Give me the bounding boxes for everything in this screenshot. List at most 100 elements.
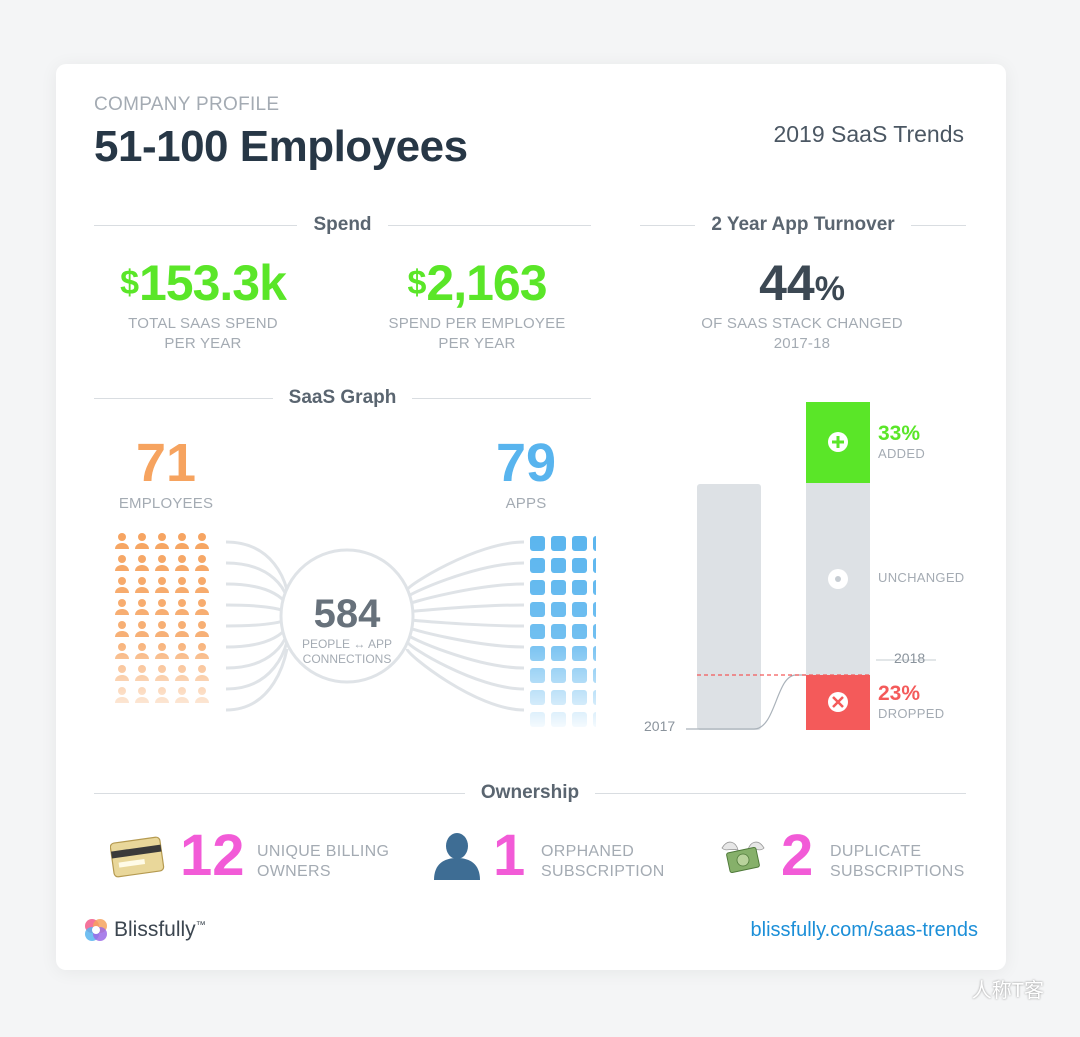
- employee-icon: [175, 533, 189, 549]
- employees-count: 71: [135, 433, 197, 493]
- app-icon: [551, 558, 566, 573]
- app-icon: [530, 690, 545, 705]
- employee-icon: [155, 665, 169, 681]
- employee-icon-grid: [115, 533, 209, 703]
- divider: [94, 397, 273, 399]
- total-spend-caption-2: PER YEAR: [164, 335, 242, 352]
- app-icon: [593, 558, 596, 573]
- app-icon: [530, 624, 545, 639]
- billing-owners-count: 12: [180, 823, 245, 888]
- connection-lines: [225, 540, 525, 712]
- employee-icon: [195, 687, 209, 703]
- employee-icon: [155, 643, 169, 659]
- year-2017-label: 2017: [644, 718, 676, 734]
- neutral-dot-icon: [828, 569, 848, 589]
- connections-label: PEOPLE ↔ APP: [301, 637, 393, 651]
- year-label: 2019 SaaS Trends: [773, 121, 964, 147]
- total-spend-caption: TOTAL SAAS SPEND: [128, 315, 278, 332]
- money-wings-icon: [721, 841, 765, 874]
- connection-line: [405, 640, 525, 691]
- divider: [910, 224, 967, 226]
- spend-section-header: Spend: [94, 214, 591, 236]
- year-2018-label: 2018: [894, 650, 926, 666]
- employee-icon: [155, 687, 169, 703]
- turnover-stat: 44% OF SAAS STACK CHANGED 2017-18: [686, 254, 918, 354]
- connection-line: [405, 561, 525, 599]
- currency-symbol: $: [407, 264, 427, 302]
- eyebrow-label: COMPANY PROFILE: [94, 94, 280, 115]
- ownership-section-header: Ownership: [94, 782, 966, 804]
- connection-line: [405, 618, 525, 628]
- trademark: ™: [195, 920, 206, 931]
- app-icon: [551, 580, 566, 595]
- connection-line: [405, 603, 525, 614]
- connection-line: [225, 582, 289, 606]
- duplicate-label: DUPLICATE SUBSCRIPTIONS: [830, 842, 965, 882]
- app-icon: [551, 668, 566, 683]
- per-employee-caption: SPEND PER EMPLOYEE: [388, 315, 566, 332]
- connection-line: [405, 632, 525, 670]
- divider: [94, 792, 465, 794]
- app-icon: [530, 712, 545, 727]
- unchanged-label: UNCHANGED: [878, 570, 965, 585]
- app-icon: [572, 580, 587, 595]
- duplicate-label-2: SUBSCRIPTIONS: [830, 863, 965, 880]
- employee-icon: [115, 665, 129, 681]
- billing-owners-label-2: OWNERS: [257, 863, 331, 880]
- orphaned-count: 1: [493, 823, 526, 888]
- turnover-section-header: 2 Year App Turnover: [640, 214, 967, 236]
- employee-icon: [135, 687, 149, 703]
- connection-line: [405, 540, 525, 592]
- saas-trends-link[interactable]: blissfully.com/saas-trends: [750, 919, 978, 941]
- connection-line: [225, 648, 289, 712]
- employee-icon: [135, 555, 149, 571]
- divider: [595, 792, 966, 794]
- total-spend-value: 153.3k: [138, 255, 287, 311]
- graph-heading: SaaS Graph: [288, 387, 397, 408]
- app-icon: [551, 690, 566, 705]
- app-icon: [572, 668, 587, 683]
- brand-logo: Blissfully™: [82, 916, 206, 944]
- app-icon: [572, 624, 587, 639]
- app-icon: [593, 580, 596, 595]
- bar-2017: [697, 484, 761, 730]
- dropped-legend: 23% DROPPED: [878, 682, 944, 721]
- turnover-heading: 2 Year App Turnover: [711, 214, 895, 235]
- orphaned-label: ORPHANED SUBSCRIPTION: [541, 842, 665, 882]
- year-connector-line: [686, 674, 806, 730]
- per-employee-caption-2: PER YEAR: [438, 335, 516, 352]
- dropped-label: DROPPED: [878, 706, 945, 721]
- connections-count: 584: [313, 592, 381, 636]
- employees-label: EMPLOYEES: [118, 495, 214, 512]
- profile-card: COMPANY PROFILE 51-100 Employees 2019 Sa…: [56, 64, 1006, 970]
- orphaned-label-1: ORPHANED: [541, 843, 635, 860]
- dropped-pct: 23%: [878, 682, 921, 705]
- employee-icon: [115, 533, 129, 549]
- divider: [94, 224, 298, 226]
- employee-icon: [155, 577, 169, 593]
- employee-icon: [115, 555, 129, 571]
- employee-icon: [175, 687, 189, 703]
- employee-icon: [115, 643, 129, 659]
- employees-stat: 71 EMPLOYEES: [96, 432, 236, 514]
- apps-label: APPS: [505, 495, 547, 512]
- app-icon: [530, 602, 545, 617]
- graph-section-header: SaaS Graph: [94, 387, 591, 409]
- added-label: ADDED: [878, 446, 926, 461]
- employee-icon: [195, 577, 209, 593]
- employee-icon: [115, 687, 129, 703]
- app-icon-grid: [530, 536, 596, 727]
- spend-heading: Spend: [313, 214, 372, 235]
- app-icon: [593, 536, 596, 551]
- app-icon: [572, 712, 587, 727]
- employee-icon: [195, 599, 209, 615]
- app-icon: [551, 624, 566, 639]
- employee-icon: [175, 665, 189, 681]
- app-icon: [593, 602, 596, 617]
- app-icon: [551, 536, 566, 551]
- turnover-caption: OF SAAS STACK CHANGED: [701, 315, 903, 332]
- apps-count: 79: [495, 433, 557, 493]
- per-employee-spend-stat: $2,163 SPEND PER EMPLOYEE PER YEAR: [374, 254, 580, 354]
- brand-name: Blissfully: [114, 918, 196, 941]
- app-icon: [593, 668, 596, 683]
